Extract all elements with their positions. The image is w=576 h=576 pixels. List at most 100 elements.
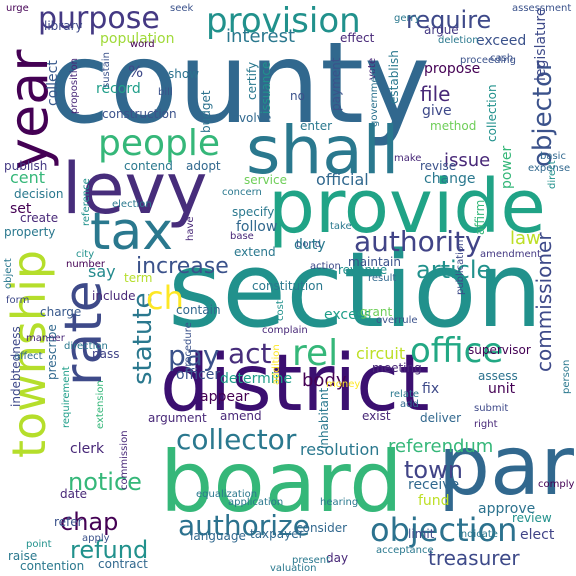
- cloud-word-cash: cash: [490, 53, 514, 64]
- cloud-word-issuance: issuance: [259, 61, 273, 114]
- cloud-word-referendum: referendum: [388, 436, 494, 457]
- cloud-word-provision: provision: [206, 1, 361, 41]
- cloud-word-right: right: [474, 419, 498, 430]
- cloud-word-population: population: [100, 31, 175, 47]
- cloud-word-manner: manner: [26, 333, 65, 344]
- cloud-word-excess: excess: [324, 307, 372, 323]
- cloud-word-unit: unit: [488, 381, 516, 397]
- cloud-word-budget: budget: [199, 90, 213, 133]
- cloud-word-fund: fund: [418, 493, 450, 509]
- cloud-word-notice: notice: [68, 468, 142, 496]
- cloud-word-authority: authority: [354, 225, 482, 258]
- cloud-word-specify: specify: [232, 205, 275, 219]
- cloud-word-section: section: [168, 229, 543, 351]
- cloud-word-article: article: [416, 256, 492, 284]
- cloud-word-pay: pay: [168, 339, 220, 372]
- cloud-word-cost: cost: [275, 300, 286, 321]
- cloud-word-deletion: deletion: [438, 35, 479, 46]
- cloud-word-approve: approve: [478, 501, 536, 517]
- cloud-word-indebtedness: indebtedness: [9, 326, 23, 407]
- cloud-word-certify: certify: [245, 61, 259, 100]
- cloud-word-effect: effect: [340, 31, 375, 45]
- cloud-word-refund: refund: [70, 536, 149, 564]
- cloud-word-submit: submit: [474, 403, 509, 414]
- cloud-word-urge: urge: [6, 3, 29, 14]
- cloud-word-sustain: sustain: [101, 52, 112, 88]
- cloud-word-valuation: valuation: [270, 563, 317, 574]
- cloud-word-revenue: revenue: [338, 263, 388, 277]
- cloud-word-make: make: [394, 153, 422, 164]
- cloud-word-create: create: [20, 211, 59, 225]
- cloud-word-consider: consider: [296, 521, 348, 535]
- cloud-word-money: money: [326, 379, 361, 390]
- cloud-word-equalization: equalization: [196, 489, 258, 500]
- cloud-word-charge: charge: [40, 305, 82, 319]
- cloud-word-argument: argument: [148, 411, 207, 425]
- cloud-word-extension: extension: [95, 380, 106, 429]
- cloud-word-language: language: [190, 529, 246, 543]
- cloud-word-result: result: [368, 273, 397, 284]
- cloud-word-contract: contract: [98, 557, 148, 571]
- cloud-word-rel: rel: [292, 333, 339, 374]
- cloud-word-meeting: meeting: [372, 361, 422, 375]
- cloud-word-expense: expense: [528, 163, 571, 174]
- cloud-word-point: point: [26, 539, 52, 550]
- cloud-word-enter: enter: [300, 119, 333, 133]
- cloud-word-levy: levy: [62, 148, 208, 230]
- cloud-word-form: form: [6, 295, 30, 306]
- cloud-word-payment: payment: [329, 57, 343, 111]
- cloud-word-authorize: authorize: [178, 509, 310, 542]
- cloud-word-elect: elect: [520, 527, 555, 543]
- cloud-word-object: object: [3, 258, 14, 289]
- cloud-word-number: number: [66, 259, 106, 270]
- cloud-word-pass: pass: [92, 347, 120, 361]
- cloud-word-relate: relate: [390, 389, 420, 400]
- cloud-word-show: show: [168, 67, 200, 81]
- cloud-word-extend: extend: [234, 245, 276, 259]
- cloud-word-increase: increase: [136, 254, 229, 279]
- cloud-word-propose: propose: [424, 61, 481, 77]
- cloud-word-requirement: requirement: [61, 366, 72, 428]
- cloud-word-property: property: [4, 225, 56, 239]
- cloud-word-resolution: resolution: [300, 440, 380, 459]
- cloud-word-par: par: [438, 419, 575, 514]
- cloud-word-addition: addition: [271, 344, 282, 385]
- cloud-word-comply: comply: [538, 479, 575, 490]
- cloud-word-hearing: hearing: [320, 497, 359, 508]
- cloud-word-city: city: [76, 249, 95, 260]
- cloud-word-gerry: gerry: [394, 13, 421, 24]
- cloud-word-include: include: [92, 289, 136, 303]
- cloud-word-objection: objection: [370, 511, 518, 549]
- cloud-word-determine: determine: [220, 371, 293, 387]
- cloud-word-follow: follow: [236, 219, 278, 235]
- cloud-word-board: board: [160, 433, 403, 531]
- cloud-word-reference: reference: [81, 178, 92, 226]
- cloud-word-official: official: [316, 170, 369, 189]
- cloud-word-cent: cent: [10, 168, 46, 187]
- cloud-word-people: people: [98, 123, 221, 164]
- cloud-word-revise: revise: [420, 159, 457, 173]
- cloud-word-no: no: [290, 89, 305, 103]
- cloud-word-officer: officer: [176, 367, 221, 383]
- cloud-word-receive: receive: [408, 477, 460, 493]
- cloud-word-base: base: [230, 231, 254, 242]
- cloud-word-exceed: exceed: [476, 33, 527, 49]
- cloud-word-involve: involve: [228, 111, 272, 125]
- cloud-word-chap: chap: [60, 508, 119, 536]
- cloud-word-duty: duty: [294, 237, 326, 253]
- cloud-word-limit: limit: [408, 527, 435, 541]
- cloud-word-change: change: [424, 171, 476, 187]
- cloud-word-amend: amend: [220, 409, 262, 423]
- cloud-word-legislature: legislature: [533, 7, 549, 81]
- cloud-word-collection: collection: [485, 84, 499, 142]
- cloud-word-service: service: [244, 173, 287, 187]
- cloud-word-complain: complain: [262, 325, 308, 336]
- cloud-word-exist: exist: [362, 409, 391, 423]
- cloud-word-government: government: [369, 66, 380, 127]
- cloud-word-inhabitant: inhabitant: [317, 387, 331, 449]
- cloud-word-decision: decision: [14, 187, 64, 201]
- cloud-word-proceeding: proceeding: [460, 55, 516, 66]
- cloud-word-argue: argue: [424, 23, 459, 37]
- cloud-word-establish: establish: [387, 50, 401, 104]
- cloud-word-commission: commission: [119, 430, 130, 490]
